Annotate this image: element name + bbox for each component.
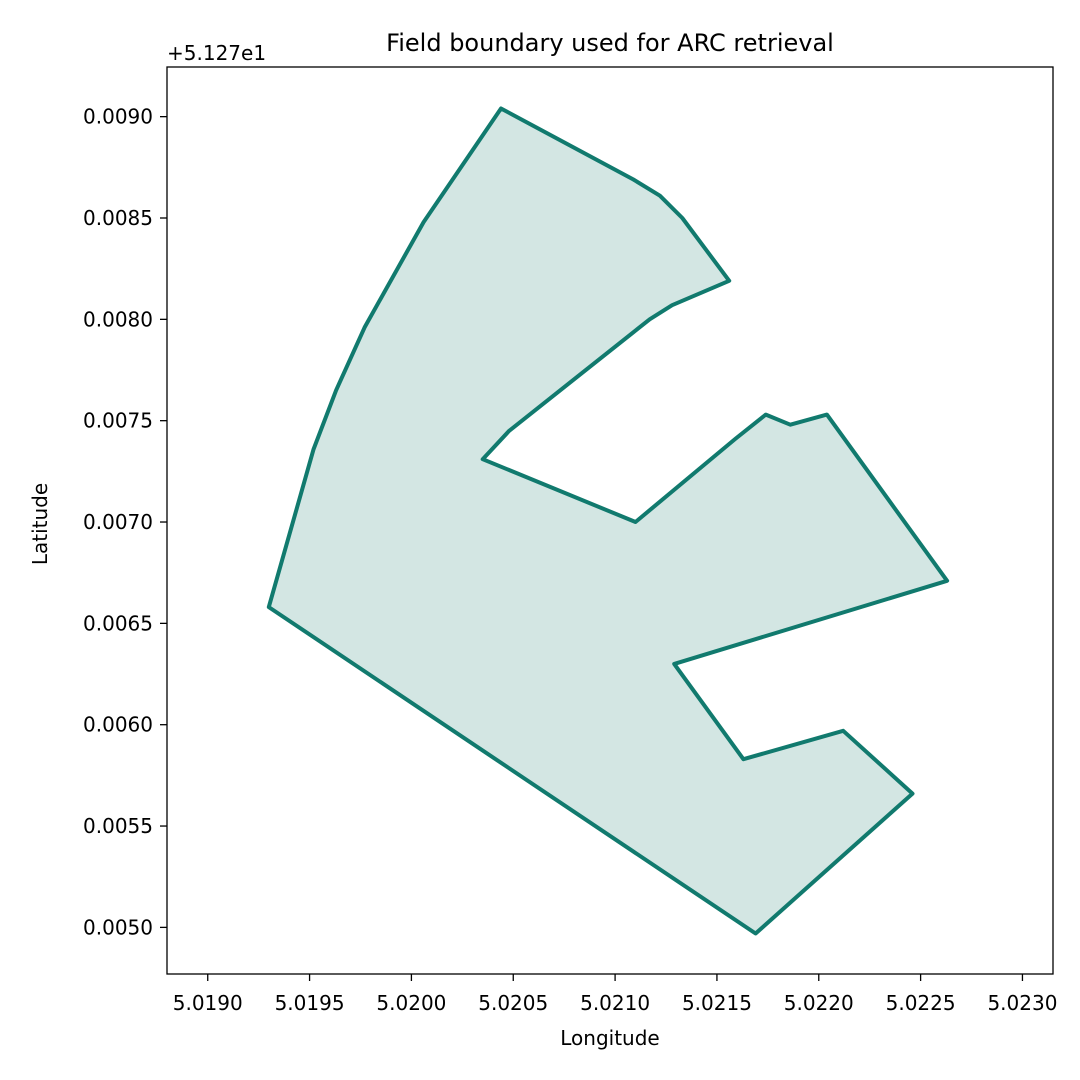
y-tick-label: 0.0050 <box>83 915 153 939</box>
y-tick-label: 0.0085 <box>83 206 153 230</box>
x-tick-label: 5.0215 <box>682 991 752 1015</box>
y-tick-label: 0.0075 <box>83 409 153 433</box>
y-axis: 0.0050 0.0055 0.0060 0.0065 0.0070 0.0075 0.00… <box>83 105 167 939</box>
y-offset-label: +5.127e1 <box>167 41 266 65</box>
plot-area <box>266 106 950 936</box>
x-axis: 5.0190 5.0195 5.0200 5.0205 5.0210 5.0215 5.02… <box>173 974 1057 1015</box>
y-tick-label: 0.0055 <box>83 814 153 838</box>
y-tick-label: 0.0090 <box>83 105 153 129</box>
x-tick-label: 5.0200 <box>376 991 446 1015</box>
x-tick-label: 5.0190 <box>173 991 243 1015</box>
x-tick-label: 5.0210 <box>580 991 650 1015</box>
x-tick-label: 5.0225 <box>886 991 956 1015</box>
y-axis-label: Latitude <box>28 483 52 565</box>
field-boundary-polygon <box>266 106 950 936</box>
y-tick-label: 0.0080 <box>83 307 153 331</box>
x-tick-label: 5.0220 <box>784 991 854 1015</box>
x-tick-label: 5.0205 <box>478 991 548 1015</box>
x-tick-label: 5.0230 <box>987 991 1057 1015</box>
axes-frame <box>166 66 1054 975</box>
x-axis-label: Longitude <box>560 1026 659 1050</box>
y-tick-label: 0.0070 <box>83 510 153 534</box>
chart-title: Field boundary used for ARC retrieval <box>386 29 834 57</box>
x-tick-label: 5.0195 <box>275 991 345 1015</box>
y-tick-label: 0.0060 <box>83 713 153 737</box>
y-tick-label: 0.0065 <box>83 611 153 635</box>
